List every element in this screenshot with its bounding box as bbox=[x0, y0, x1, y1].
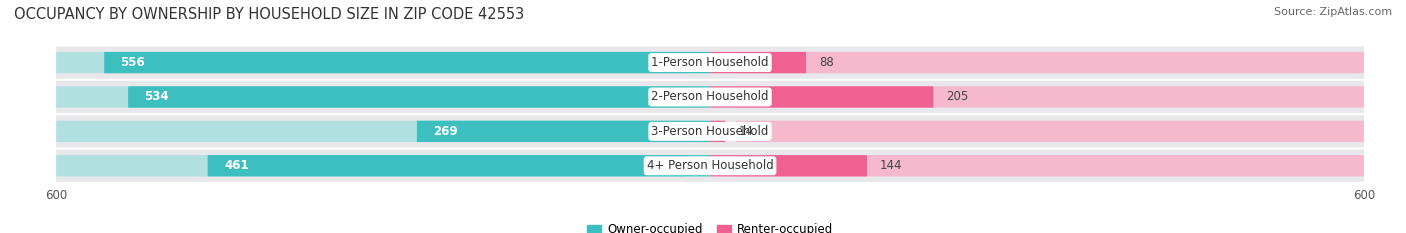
FancyBboxPatch shape bbox=[710, 121, 725, 142]
Text: 461: 461 bbox=[224, 159, 249, 172]
FancyBboxPatch shape bbox=[418, 121, 710, 142]
FancyBboxPatch shape bbox=[710, 155, 868, 176]
Text: 88: 88 bbox=[818, 56, 834, 69]
FancyBboxPatch shape bbox=[30, 81, 1391, 113]
FancyBboxPatch shape bbox=[737, 86, 1364, 108]
FancyBboxPatch shape bbox=[737, 121, 1364, 142]
FancyBboxPatch shape bbox=[56, 155, 683, 176]
FancyBboxPatch shape bbox=[104, 52, 710, 73]
Text: 556: 556 bbox=[121, 56, 145, 69]
FancyBboxPatch shape bbox=[128, 86, 710, 108]
Text: 205: 205 bbox=[946, 90, 969, 103]
Text: 534: 534 bbox=[145, 90, 169, 103]
Text: 14: 14 bbox=[738, 125, 754, 138]
Text: 144: 144 bbox=[880, 159, 903, 172]
Text: 269: 269 bbox=[433, 125, 458, 138]
FancyBboxPatch shape bbox=[737, 155, 1364, 176]
FancyBboxPatch shape bbox=[56, 86, 683, 108]
FancyBboxPatch shape bbox=[30, 115, 1391, 147]
Text: 3-Person Household: 3-Person Household bbox=[651, 125, 769, 138]
FancyBboxPatch shape bbox=[710, 52, 806, 73]
FancyBboxPatch shape bbox=[30, 150, 1391, 182]
Text: OCCUPANCY BY OWNERSHIP BY HOUSEHOLD SIZE IN ZIP CODE 42553: OCCUPANCY BY OWNERSHIP BY HOUSEHOLD SIZE… bbox=[14, 7, 524, 22]
FancyBboxPatch shape bbox=[56, 52, 683, 73]
FancyBboxPatch shape bbox=[710, 86, 934, 108]
FancyBboxPatch shape bbox=[30, 46, 1391, 79]
FancyBboxPatch shape bbox=[737, 52, 1364, 73]
Text: 2-Person Household: 2-Person Household bbox=[651, 90, 769, 103]
FancyBboxPatch shape bbox=[208, 155, 710, 176]
FancyBboxPatch shape bbox=[56, 121, 683, 142]
Text: 4+ Person Household: 4+ Person Household bbox=[647, 159, 773, 172]
Text: Source: ZipAtlas.com: Source: ZipAtlas.com bbox=[1274, 7, 1392, 17]
Legend: Owner-occupied, Renter-occupied: Owner-occupied, Renter-occupied bbox=[582, 219, 838, 233]
Text: 1-Person Household: 1-Person Household bbox=[651, 56, 769, 69]
